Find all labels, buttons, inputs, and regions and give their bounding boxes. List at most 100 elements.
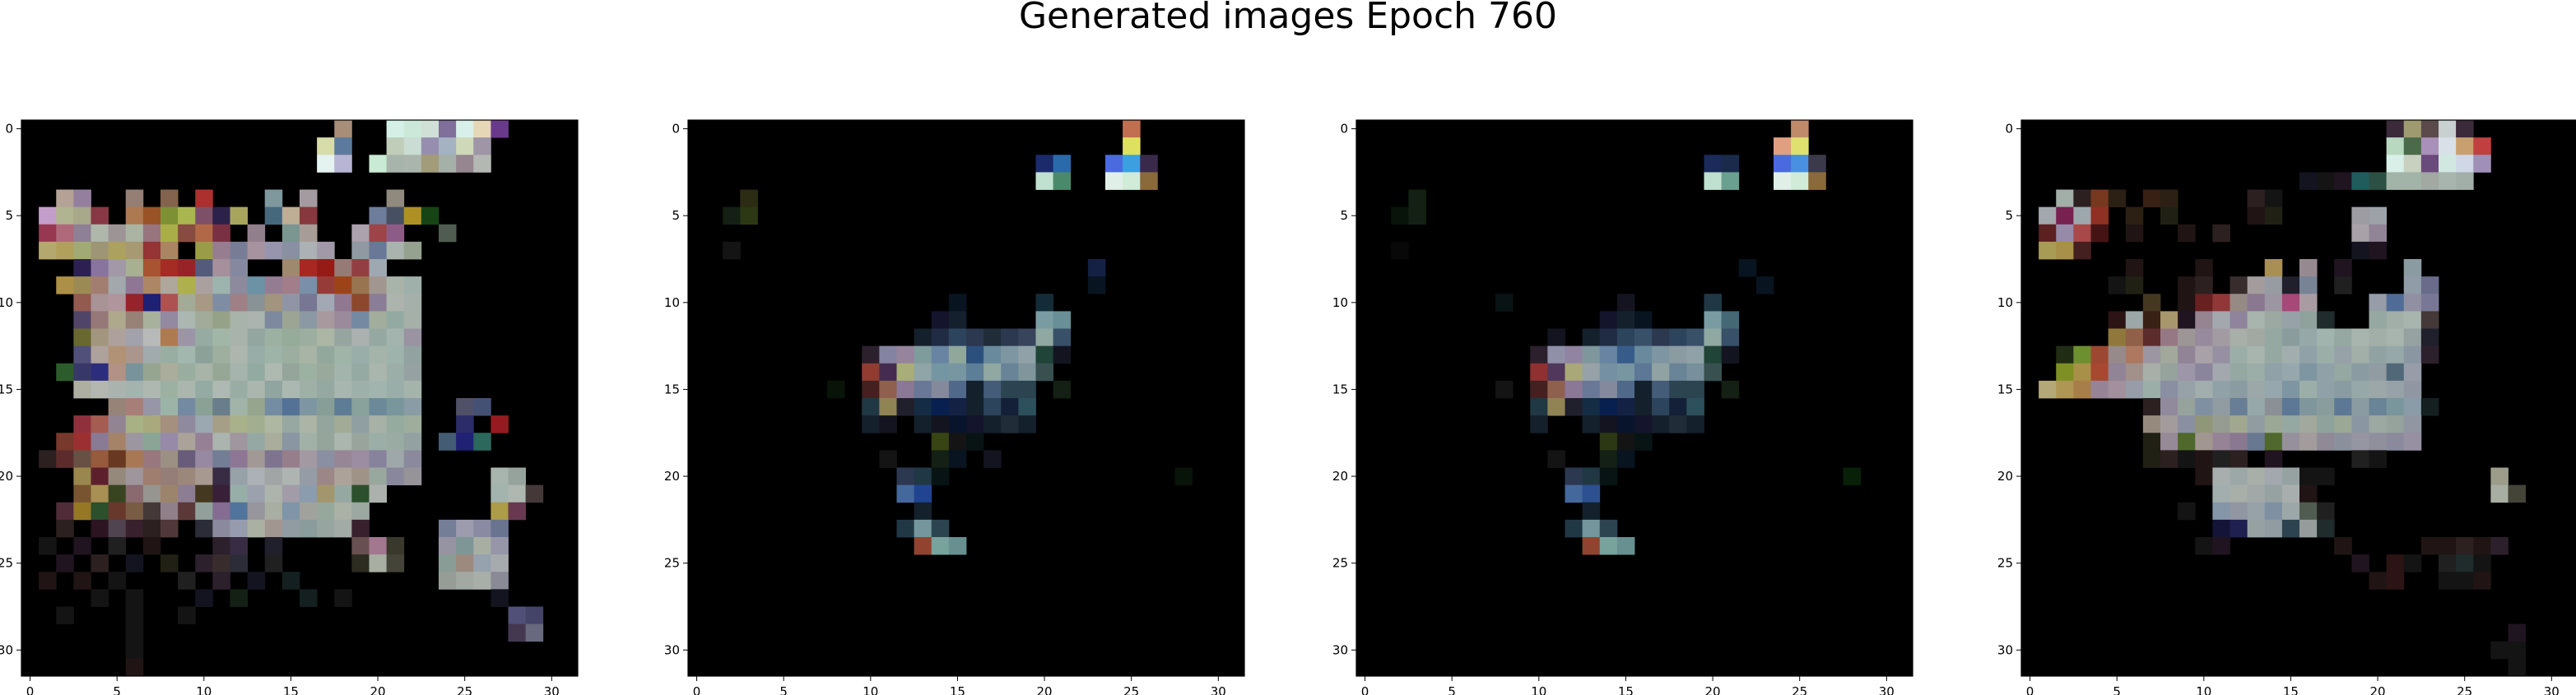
image-pixel (334, 484, 352, 503)
image-pixel (1001, 380, 1019, 399)
image-pixel (2281, 380, 2300, 399)
image-pixel (317, 328, 335, 347)
image-pixel (827, 380, 845, 399)
image-pixel (160, 189, 179, 208)
image-pixel (369, 433, 388, 451)
axes-frame (21, 119, 579, 677)
image-pixel (2351, 398, 2369, 416)
image-pixel (2386, 572, 2405, 590)
image-pixel (317, 259, 335, 277)
image-pixel (300, 276, 318, 294)
image-pixel (125, 519, 144, 538)
image-pixel (300, 259, 318, 277)
image-pixel (403, 450, 422, 468)
x-tick-label: 15 (950, 684, 965, 695)
image-pixel (230, 311, 249, 329)
image-pixel (195, 450, 213, 468)
image-pixel (212, 467, 230, 486)
image-pixel (1530, 363, 1548, 382)
image-pixel (212, 398, 230, 416)
image-pixel (2351, 380, 2369, 399)
image-pixel (1634, 328, 1653, 347)
x-tick-label: 10 (863, 684, 878, 695)
image-pixel (281, 450, 300, 468)
image-pixel (491, 554, 509, 572)
image-pixel (2108, 363, 2127, 382)
image-pixel (317, 450, 335, 468)
image-pixel (2142, 189, 2161, 208)
image-pixel (1105, 172, 1123, 190)
image-pixel (125, 241, 144, 260)
image-pixel (264, 363, 283, 382)
image-pixel (73, 484, 91, 503)
image-pixel (1616, 415, 1635, 433)
image-pixel (160, 380, 179, 399)
image-pixel (2490, 641, 2509, 660)
image-pixel (1018, 328, 1036, 347)
image-pixel (2160, 189, 2178, 208)
image-pixel (160, 450, 179, 468)
image-pixel (2281, 363, 2300, 382)
image-pixel (491, 572, 509, 590)
image-pixel (1582, 398, 1601, 416)
image-pixel (56, 433, 74, 451)
image-pixel (91, 554, 109, 572)
image-pixel (2403, 311, 2422, 329)
image-pixel (230, 502, 249, 521)
image-pixel (2351, 363, 2369, 382)
image-pixel (247, 276, 266, 294)
image-pixel (473, 155, 491, 173)
image-pixel (386, 398, 405, 416)
image-pixel (142, 450, 161, 468)
image-pixel (2108, 380, 2127, 399)
image-pixel (2351, 241, 2369, 260)
image-pixel (2195, 363, 2213, 382)
image-pixel (369, 450, 388, 468)
image-pixel (317, 345, 335, 364)
image-pixel (1616, 380, 1635, 399)
image-pixel (2160, 450, 2178, 468)
image-pixel (1495, 380, 1514, 399)
image-pixel (125, 311, 144, 329)
image-pixel (108, 572, 127, 590)
image-pixel (2351, 554, 2369, 572)
image-pixel (264, 398, 283, 416)
image-pixel (2403, 328, 2422, 347)
image-pixel (2317, 502, 2335, 521)
image-pixel (2369, 415, 2388, 433)
image-pixel (160, 398, 179, 416)
image-pixel (2420, 294, 2439, 312)
x-tick-label: 0 (2026, 684, 2034, 695)
image-pixel (300, 328, 318, 347)
image-pixel (2056, 345, 2074, 364)
image-pixel (508, 484, 527, 503)
image-pixel (1582, 363, 1601, 382)
image-pixel (317, 398, 335, 416)
image-pixel (125, 189, 144, 208)
image-pixel (351, 433, 370, 451)
image-pixel (2247, 519, 2266, 538)
image-pixel (2247, 398, 2266, 416)
image-pixel (2073, 345, 2091, 364)
image-pixel (334, 155, 352, 173)
image-pixel (264, 241, 283, 260)
image-pixel (317, 433, 335, 451)
image-pixel (56, 519, 74, 538)
image-pixel (195, 554, 213, 572)
image-pixel (281, 294, 300, 312)
image-pixel (1565, 398, 1583, 416)
image-pixel (2420, 311, 2439, 329)
image-pixel (1721, 155, 1740, 173)
image-pixel (108, 519, 127, 538)
image-pixel (2142, 363, 2161, 382)
image-pixel (914, 467, 932, 486)
y-tick-label: 10 (1332, 295, 1348, 310)
image-pixel (125, 224, 144, 243)
image-pixel (2247, 311, 2266, 329)
image-panel-3: 0 5 10 15 20 25 30 0 5 10 15 20 25 30 (1332, 119, 1913, 695)
image-pixel (317, 363, 335, 382)
image-pixel (2386, 433, 2405, 451)
image-pixel (2039, 241, 2057, 260)
image-pixel (1721, 172, 1740, 190)
image-pixel (1408, 189, 1426, 208)
